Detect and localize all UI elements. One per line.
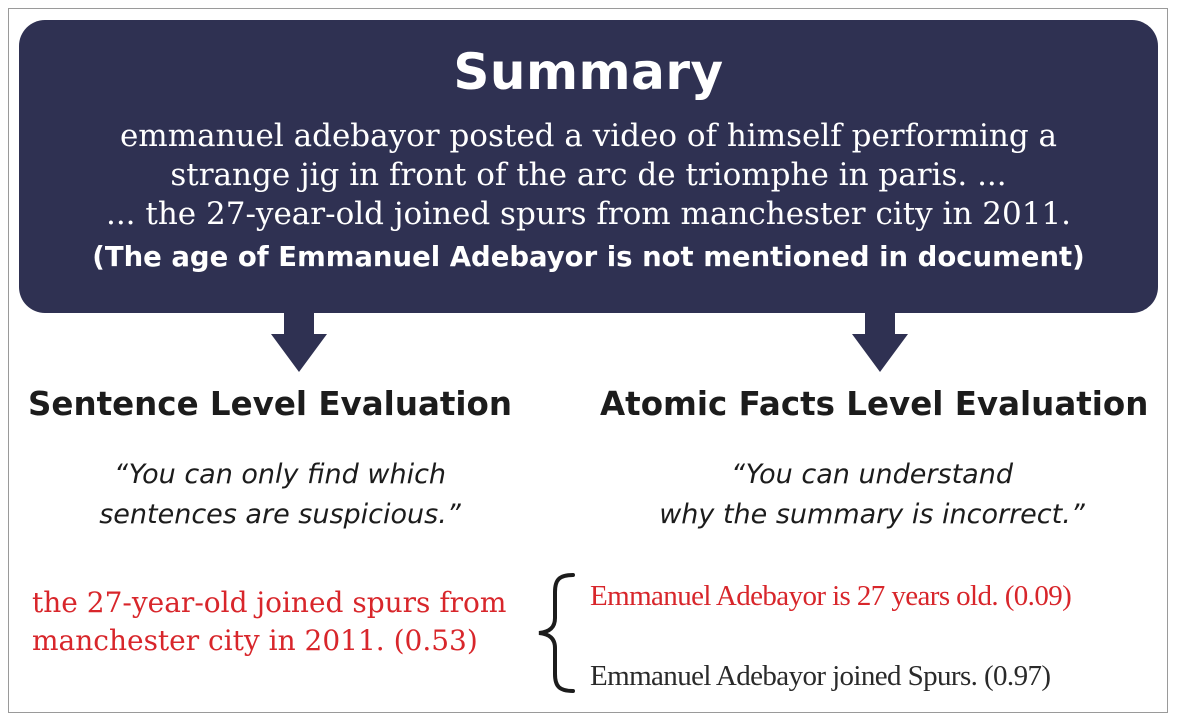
quote-line: “You can only find which <box>113 459 447 490</box>
summary-line: ... the 27-year-old joined spurs from ma… <box>105 196 1072 232</box>
summary-line: emmanuel adebayor posted a video of hims… <box>119 118 1058 154</box>
sentence-level-quote: “You can only find which sentences are s… <box>40 455 520 535</box>
atomic-fact-correct: Emmanuel Adebayor joined Spurs. (0.97) <box>590 660 1051 692</box>
summary-line: strange jig in front of the arc de triom… <box>170 157 1007 193</box>
right-down-arrow-icon <box>852 312 908 372</box>
summary-box: Summary emmanuel adebayor posted a video… <box>19 20 1158 313</box>
atomic-facts-level-heading: Atomic Facts Level Evaluation <box>600 385 1149 423</box>
suspicious-sentence: the 27-year-old joined spurs from manche… <box>32 584 506 660</box>
quote-line: sentences are suspicious.” <box>99 499 461 530</box>
left-down-arrow-icon <box>271 312 327 372</box>
summary-text: emmanuel adebayor posted a video of hims… <box>19 117 1158 234</box>
sentence-line: manchester city in 2011. (0.53) <box>32 624 478 657</box>
left-curly-brace-icon <box>538 573 575 693</box>
atomic-fact-incorrect: Emmanuel Adebayor is 27 years old. (0.09… <box>590 580 1072 612</box>
sentence-line: the 27-year-old joined spurs from <box>32 586 507 619</box>
summary-note: (The age of Emmanuel Adebayor is not men… <box>92 241 1085 273</box>
quote-line: “You can understand <box>731 459 1013 490</box>
sentence-level-heading: Sentence Level Evaluation <box>28 385 513 423</box>
summary-title: Summary <box>453 43 724 101</box>
atomic-level-quote: “You can understand why the summary is i… <box>612 455 1132 535</box>
quote-line: why the summary is incorrect.” <box>659 499 1085 530</box>
figure-frame <box>8 8 1168 713</box>
